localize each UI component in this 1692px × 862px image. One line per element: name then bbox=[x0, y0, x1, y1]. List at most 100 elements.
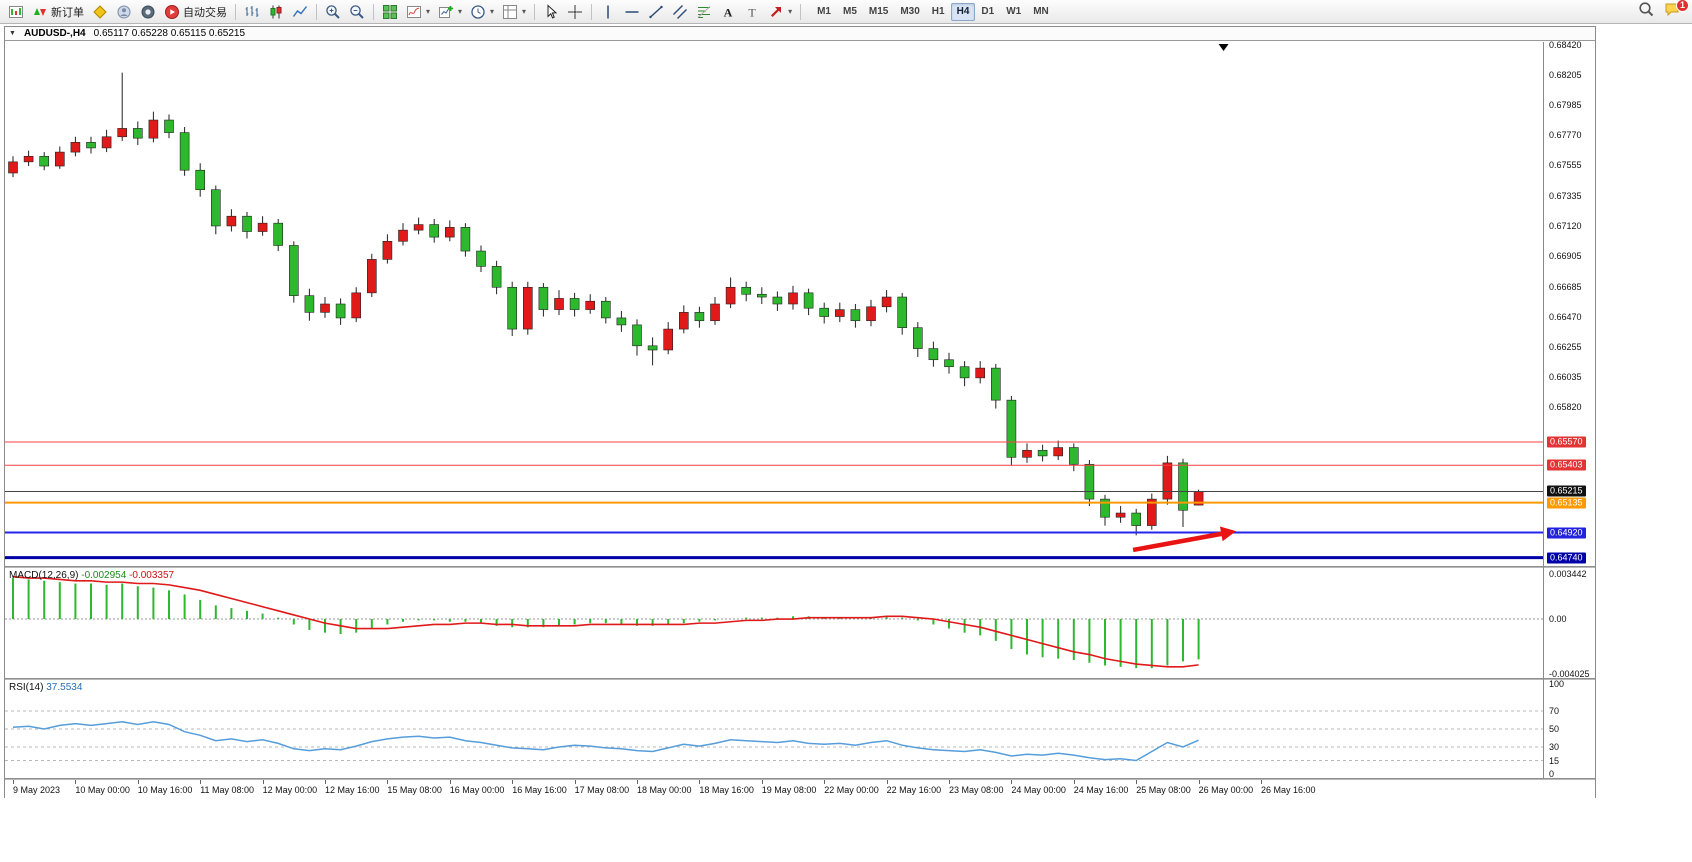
time-tick bbox=[13, 780, 14, 784]
timeframe-button-m15[interactable]: M15 bbox=[868, 6, 889, 17]
timeframe-button-m30[interactable]: M30 bbox=[900, 6, 920, 17]
arrows-button[interactable]: ▾ bbox=[764, 2, 796, 22]
price-tick-label: 0.66685 bbox=[1549, 281, 1582, 292]
dropdown-arrow-icon[interactable]: ▾ bbox=[426, 7, 431, 16]
search-button[interactable] bbox=[1636, 2, 1656, 22]
panel-divider[interactable] bbox=[5, 566, 1595, 568]
rsi-axis[interactable]: 100 70 50 30 15 0 bbox=[1545, 679, 1597, 779]
timeframe-button-m5[interactable]: M5 bbox=[842, 6, 857, 17]
new-order-button[interactable]: 新订单 bbox=[28, 2, 88, 22]
price-tick-label: 0.66255 bbox=[1549, 341, 1582, 352]
trend-arrow-shaft[interactable] bbox=[1132, 531, 1222, 553]
timeframe-button-h1[interactable]: H1 bbox=[931, 6, 945, 17]
profile-button[interactable] bbox=[112, 2, 136, 22]
chart-window-icon bbox=[8, 4, 24, 20]
timeframe-button-d1[interactable]: D1 bbox=[981, 6, 995, 17]
new-order-icon bbox=[32, 4, 48, 20]
main-toolbar: 新订单 自动交易 ▾ ▾ ▾ ▾ A T ▾ M1 M5 M15 M30 H1 H4 D1 W1 MN 1 bbox=[0, 0, 1692, 24]
timeframe-button-mn[interactable]: MN bbox=[1033, 6, 1049, 17]
channel-button[interactable] bbox=[668, 2, 692, 22]
new-chart-icon bbox=[438, 4, 454, 20]
price-line-label: 0.65403 bbox=[1547, 459, 1586, 471]
text-button[interactable]: A bbox=[716, 2, 740, 22]
timeframe-button-w1[interactable]: W1 bbox=[1006, 6, 1022, 17]
new-chart-button[interactable]: ▾ bbox=[434, 2, 466, 22]
search-icon bbox=[1638, 1, 1654, 22]
macd-main-value: -0.002954 bbox=[81, 570, 127, 581]
time-tick bbox=[1136, 780, 1138, 784]
candlestick-button[interactable] bbox=[264, 2, 288, 22]
chart-menu-icon[interactable]: ▼ bbox=[9, 30, 16, 37]
time-tick bbox=[761, 780, 763, 784]
community-icon bbox=[140, 4, 156, 20]
price-tick-label: 0.67985 bbox=[1549, 100, 1582, 111]
trendline-button[interactable] bbox=[644, 2, 668, 22]
period-icon bbox=[470, 4, 486, 20]
candlestick-plot[interactable] bbox=[5, 42, 1543, 566]
community-button[interactable] bbox=[136, 2, 160, 22]
time-axis[interactable]: 9 May 2023 10 May 00:00 10 May 16:00 11 May… bbox=[5, 780, 1595, 799]
toolbar-separator bbox=[316, 3, 317, 20]
time-tick bbox=[75, 780, 77, 784]
cursor-button[interactable] bbox=[539, 2, 563, 22]
mql-editor-button[interactable] bbox=[88, 2, 112, 22]
time-tick-label: 11 May 08:00 bbox=[200, 785, 255, 795]
chart-window-button[interactable] bbox=[4, 2, 28, 22]
time-tick-label: 10 May 16:00 bbox=[137, 785, 193, 795]
price-tick-label: 0.66035 bbox=[1549, 372, 1582, 383]
time-tick bbox=[200, 780, 202, 784]
toolbar-separator bbox=[534, 3, 536, 20]
rsi-tick-label: 30 bbox=[1549, 742, 1560, 752]
time-tick bbox=[387, 780, 389, 784]
period-button[interactable]: ▾ bbox=[466, 2, 498, 22]
price-tick-label: 0.68205 bbox=[1549, 69, 1582, 80]
vertical-line-button[interactable] bbox=[596, 2, 620, 22]
arrows-icon bbox=[768, 4, 784, 20]
macd-tick-label: 0.00 bbox=[1549, 614, 1567, 625]
line-chart-button[interactable] bbox=[288, 2, 312, 22]
fibonacci-button[interactable] bbox=[692, 2, 716, 22]
dropdown-arrow-icon[interactable]: ▾ bbox=[788, 7, 793, 16]
time-tick bbox=[1198, 780, 1200, 784]
zoom-out-button[interactable] bbox=[345, 2, 369, 22]
dropdown-arrow-icon[interactable]: ▾ bbox=[490, 7, 495, 16]
template-button[interactable]: ▾ bbox=[498, 2, 530, 22]
rsi-tick-label: 0 bbox=[1549, 769, 1555, 779]
time-tick bbox=[325, 780, 326, 784]
crosshair-button[interactable] bbox=[563, 2, 587, 22]
channel-icon bbox=[672, 4, 688, 20]
time-tick-label: 15 May 08:00 bbox=[387, 785, 442, 795]
chart-titlebar: ▼ AUDUSD-,H4 0.65117 0.65228 0.65115 0.6… bbox=[5, 27, 1595, 41]
price-axis[interactable]: 0.65570 0.65403 0.65215 0.65135 0.64920 0.647… bbox=[1545, 39, 1597, 566]
trend-arrow-head[interactable] bbox=[1219, 526, 1237, 542]
dropdown-arrow-icon[interactable]: ▾ bbox=[522, 7, 527, 16]
label-button[interactable]: T bbox=[740, 2, 764, 22]
price-tick-label: 0.67555 bbox=[1549, 160, 1582, 171]
bar-chart-button[interactable] bbox=[240, 2, 264, 22]
tile-windows-icon bbox=[382, 4, 398, 20]
zoom-in-button[interactable] bbox=[321, 2, 345, 22]
indicators-button[interactable]: ▾ bbox=[402, 2, 434, 22]
timeframe-button-m1[interactable]: M1 bbox=[817, 6, 831, 17]
price-tick-label: 0.68420 bbox=[1549, 39, 1582, 50]
rsi-plot[interactable] bbox=[5, 680, 1543, 778]
time-tick bbox=[1073, 780, 1075, 784]
tile-windows-button[interactable] bbox=[378, 2, 402, 22]
time-tick bbox=[637, 780, 638, 784]
time-tick-label: 17 May 08:00 bbox=[574, 785, 630, 795]
auto-trading-button[interactable]: 自动交易 bbox=[160, 2, 231, 22]
price-line-label: 0.64740 bbox=[1547, 552, 1586, 564]
rsi-tick-label: 15 bbox=[1549, 755, 1560, 766]
dropdown-arrow-icon[interactable]: ▾ bbox=[458, 7, 463, 16]
horizontal-line-button[interactable] bbox=[620, 2, 644, 22]
time-tick-label: 22 May 16:00 bbox=[886, 785, 942, 795]
notifications-button[interactable]: 1 bbox=[1662, 0, 1689, 22]
chart-shift-marker-icon[interactable] bbox=[1218, 44, 1229, 51]
macd-plot[interactable] bbox=[5, 568, 1543, 678]
panel-divider[interactable] bbox=[5, 778, 1595, 780]
rsi-tick-label: 70 bbox=[1549, 706, 1560, 716]
line-chart-icon bbox=[292, 4, 308, 20]
timeframe-button-h4[interactable]: H4 bbox=[950, 2, 976, 21]
panel-divider[interactable] bbox=[5, 678, 1595, 680]
macd-axis[interactable]: 0.003442 0.00 -0.004025 bbox=[1545, 568, 1597, 679]
